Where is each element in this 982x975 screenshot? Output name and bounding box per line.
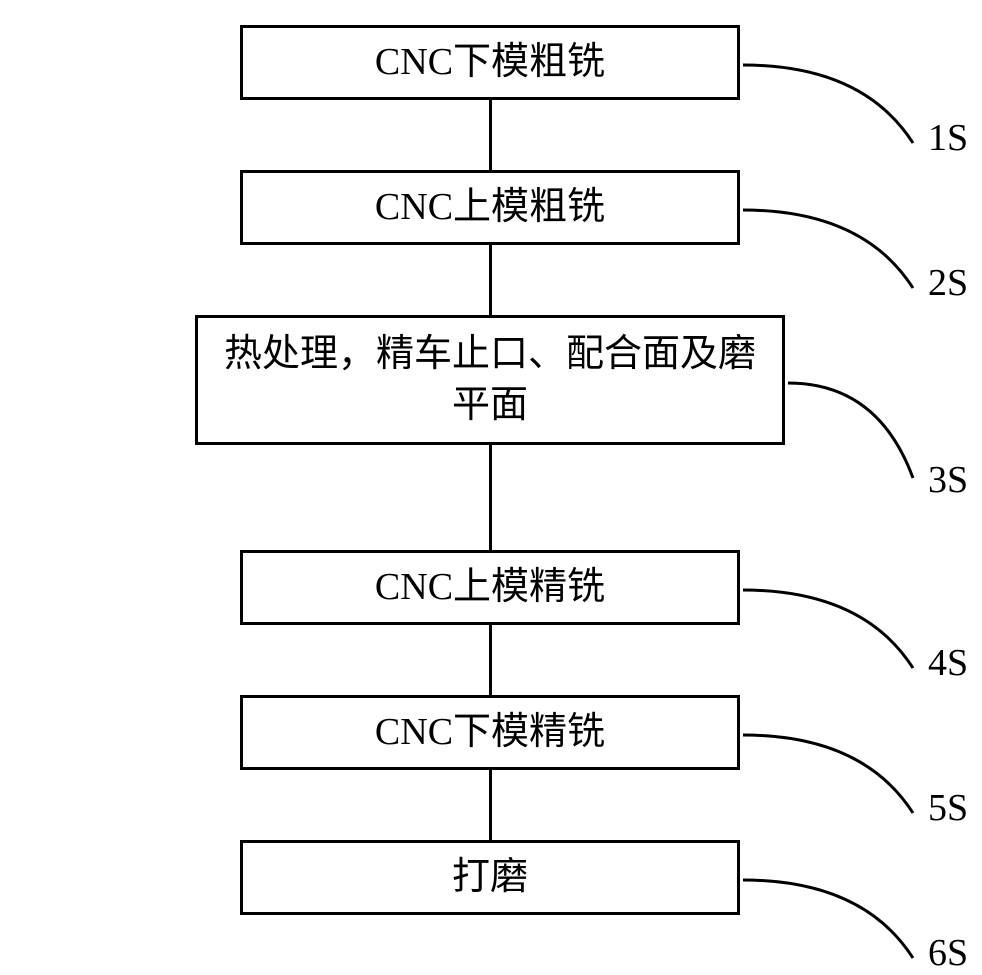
step-label: 5S	[928, 786, 968, 830]
flowchart-connector	[489, 770, 492, 840]
flowchart-step: 打磨 6S	[240, 840, 740, 915]
step-label: 4S	[928, 641, 968, 685]
step-text: CNC上模精铣	[367, 558, 613, 617]
step-label: 2S	[928, 261, 968, 305]
step-text: CNC下模精铣	[367, 703, 613, 762]
flowchart-container: CNC下模粗铣 1S CNC上模粗铣 2S 热处理，精车止口、配合面及磨平面 3…	[100, 25, 880, 915]
flowchart-connector	[489, 445, 492, 550]
step-text: CNC下模粗铣	[367, 33, 613, 92]
flowchart-step: CNC上模精铣 4S	[240, 550, 740, 625]
flowchart-step: CNC下模精铣 5S	[240, 695, 740, 770]
step-text: 热处理，精车止口、配合面及磨平面	[198, 325, 782, 436]
step-label: 3S	[928, 458, 968, 502]
flowchart-connector	[489, 100, 492, 170]
step-label: 1S	[928, 116, 968, 160]
step-text: 打磨	[444, 848, 536, 907]
flowchart-step: CNC下模粗铣 1S	[240, 25, 740, 100]
flowchart-step: CNC上模粗铣 2S	[240, 170, 740, 245]
flowchart-connector	[489, 245, 492, 315]
step-text: CNC上模粗铣	[367, 178, 613, 237]
step-label: 6S	[928, 931, 968, 975]
flowchart-connector	[489, 625, 492, 695]
flowchart-step: 热处理，精车止口、配合面及磨平面 3S	[195, 315, 785, 445]
